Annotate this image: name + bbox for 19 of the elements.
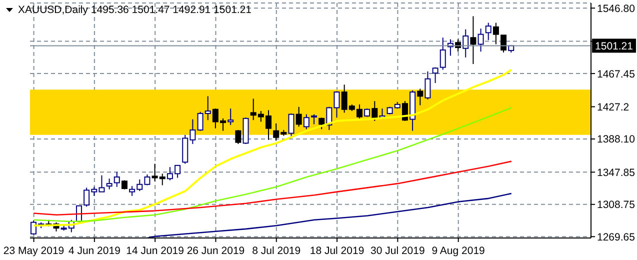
y-tick-label: 1347.85 (597, 166, 636, 179)
y-tick-label: 1269.65 (597, 231, 636, 244)
ref-line-label: 1501.21 (595, 40, 634, 53)
x-tick-label: 23 May 2019 (3, 245, 64, 257)
y-tick-label: 1308.75 (597, 199, 636, 212)
x-tick-label: 14 Jun 2019 (126, 245, 184, 257)
x-tick-label: 30 Jul 2019 (370, 245, 425, 257)
x-tick-label: 8 Jul 2019 (252, 245, 301, 257)
x-tick-label: 4 Jun 2019 (68, 245, 121, 257)
x-tick-label: 18 Jul 2019 (310, 245, 364, 257)
line-series (146, 192, 512, 238)
x-tick-label: 26 Jun 2019 (186, 245, 245, 257)
y-tick-label: 1467.45 (597, 68, 636, 80)
chart-title: XAUUSD,Daily 1495.36 1501.47 1492.91 1501.21 (18, 4, 252, 16)
x-tick-label: 9 Aug 2019 (432, 245, 486, 257)
line-series (33, 160, 512, 216)
y-tick-label: 1546.80 (597, 2, 636, 15)
y-tick-label: 1427.2 (597, 101, 630, 114)
y-tick-label: 1388.10 (597, 134, 636, 146)
